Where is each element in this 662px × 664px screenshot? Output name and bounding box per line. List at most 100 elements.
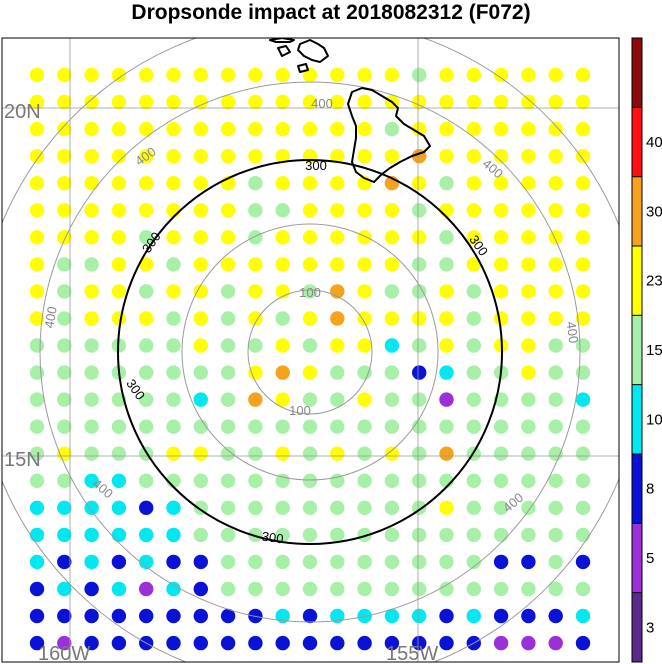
impact-dot	[111, 608, 127, 624]
impact-dot	[412, 608, 427, 624]
impact-dot	[575, 67, 591, 83]
impact-dot	[166, 94, 181, 110]
impact-dot	[466, 203, 481, 218]
impact-dot	[384, 527, 400, 543]
impact-dot	[439, 94, 454, 110]
impact-dot	[384, 419, 400, 434]
impact-dot	[466, 365, 481, 380]
impact-dot	[521, 176, 536, 191]
impact-dot	[84, 446, 99, 461]
impact-dot	[84, 257, 99, 272]
impact-dot	[330, 608, 345, 624]
impact-dot	[575, 365, 591, 380]
impact-dot	[111, 284, 127, 299]
range-rings	[2, 38, 619, 662]
impact-dot	[384, 608, 400, 624]
impact-dot	[439, 67, 454, 83]
impact-dot	[412, 311, 427, 326]
impact-dot	[220, 392, 236, 407]
impact-dot	[330, 473, 345, 488]
ring-label-400-right: 400	[564, 321, 582, 345]
impact-dot	[493, 419, 509, 434]
impact-dot	[193, 554, 208, 570]
impact-dot	[357, 365, 372, 380]
impact-dot	[139, 230, 154, 245]
impact-dot	[466, 473, 481, 488]
impact-dot	[139, 581, 154, 597]
impact-dot	[330, 230, 345, 245]
impact-dot	[193, 257, 208, 272]
impact-dot	[29, 121, 45, 137]
impact-dot	[220, 338, 236, 353]
impact-dot	[330, 419, 345, 434]
impact-dot	[466, 67, 481, 83]
impact-dot	[439, 121, 454, 137]
impact-dot	[330, 311, 345, 326]
impact-dot	[220, 230, 236, 245]
impact-dot	[248, 257, 263, 272]
impact-dot	[493, 257, 509, 272]
impact-dot	[166, 635, 181, 651]
impact-dot	[330, 149, 345, 164]
impact-dot	[412, 554, 427, 570]
impact-dot	[575, 203, 591, 218]
impact-dot	[412, 257, 427, 272]
impact-dot	[29, 419, 45, 434]
impact-dot	[384, 230, 400, 245]
colorbar-segment	[632, 176, 642, 247]
impact-dot	[166, 284, 181, 299]
impact-dot	[84, 311, 99, 326]
impact-dot	[220, 257, 236, 272]
impact-dot	[493, 500, 509, 515]
impact-dot	[29, 176, 45, 191]
impact-dot	[57, 500, 72, 515]
impact-dot	[57, 527, 72, 543]
impact-dot	[384, 338, 400, 353]
impact-dot	[29, 473, 45, 488]
impact-dot	[248, 392, 263, 407]
impact-dot	[139, 176, 154, 191]
impact-dot	[384, 392, 400, 407]
impact-dot	[302, 121, 318, 137]
impact-dot	[275, 608, 290, 624]
impact-dot	[57, 176, 72, 191]
impact-dot	[548, 581, 563, 597]
impact-dot	[521, 311, 536, 326]
colorbar-tick-label: 23	[646, 273, 662, 290]
impact-dot	[439, 176, 454, 191]
impact-dot	[166, 500, 181, 515]
label-155w: 155W	[386, 643, 438, 664]
impact-dot	[302, 94, 318, 110]
impact-dot	[357, 203, 372, 218]
impact-dot	[439, 311, 454, 326]
impact-dot	[111, 121, 127, 137]
impact-dot	[439, 419, 454, 434]
impact-dot	[275, 94, 290, 110]
impact-dot	[111, 581, 127, 597]
impact-dot	[29, 257, 45, 272]
impact-dot	[466, 554, 481, 570]
impact-dot	[193, 527, 208, 543]
impact-dot	[466, 284, 481, 299]
impact-dot	[193, 392, 208, 407]
impact-dot	[220, 311, 236, 326]
impact-dot	[439, 338, 454, 353]
impact-dot	[111, 67, 127, 83]
impact-dot	[521, 392, 536, 407]
impact-dot	[302, 527, 318, 543]
impact-dot	[330, 338, 345, 353]
impact-dot	[548, 203, 563, 218]
impact-dot	[193, 176, 208, 191]
impact-dot	[84, 392, 99, 407]
impact-dot	[330, 500, 345, 515]
impact-dot	[521, 338, 536, 353]
impact-dot	[139, 203, 154, 218]
impact-dot	[139, 527, 154, 543]
impact-dot	[84, 203, 99, 218]
impact-dot	[521, 500, 536, 515]
impact-dot	[220, 203, 236, 218]
impact-dot	[521, 203, 536, 218]
impact-dot	[466, 581, 481, 597]
impact-dot	[29, 365, 45, 380]
chart-title: Dropsonde impact at 2018082312 (F072)	[131, 1, 531, 24]
